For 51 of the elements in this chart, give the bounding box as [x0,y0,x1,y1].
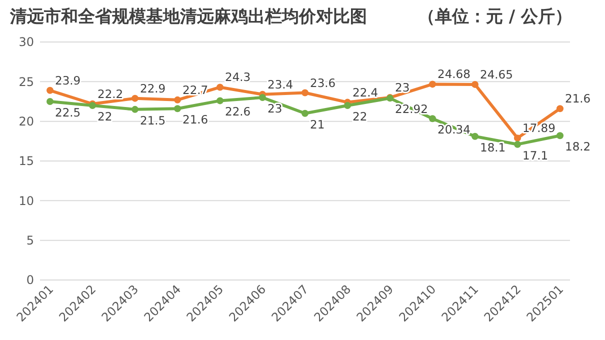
point [216,84,224,91]
point [556,132,564,140]
data-label: 21.6 [565,92,591,106]
data-label: 22.6 [225,104,251,119]
data-label: 23.9 [55,73,81,88]
data-label: 24.65 [480,67,513,82]
point [132,94,138,102]
point [429,115,436,122]
data-label: 22.5 [55,106,81,120]
chart-title: 清远市和全省规模基地清远麻鸡出栏均价对比图 （单位：元 / 公斤） [9,7,572,27]
data-label: 22.7 [182,82,208,97]
data-label: 23.6 [310,76,336,90]
data-label: 18.2 [565,140,591,154]
point [302,89,308,96]
data-label: 21.6 [182,112,208,127]
data-label: 22.4 [352,85,378,100]
y-tick-label: 30 [18,35,34,50]
point [344,102,351,109]
data-label: 23.4 [268,77,294,92]
data-label: 22 [98,109,112,124]
data-label: 22.9 [140,81,166,96]
point [174,105,181,112]
point [514,134,521,142]
y-tick-label: 5 [26,234,34,248]
point [174,96,181,104]
y-tick-label: 20 [18,114,34,129]
point [259,94,266,102]
data-label: 23 [395,80,410,95]
y-tick-label: 25 [18,74,34,89]
point [429,80,436,88]
data-label: 22.2 [98,86,124,101]
point [472,80,478,88]
y-tick-label: 10 [18,194,34,208]
data-label: 22 [352,109,368,124]
point [46,86,54,94]
point [472,132,478,140]
point [216,97,224,104]
data-label: 23 [268,102,282,116]
point [132,106,138,113]
data-label: 21.5 [140,113,166,128]
point [556,105,564,112]
data-label: 21 [310,117,325,132]
data-label: 17.1 [522,148,548,162]
data-label: 18.1 [480,140,506,154]
y-tick-label: 0 [26,273,34,288]
data-label: 24.68 [438,67,470,82]
point [514,140,521,148]
y-tick-label: 15 [18,154,34,168]
point [302,110,308,117]
data-label: 24.3 [225,70,251,84]
point [46,98,54,105]
